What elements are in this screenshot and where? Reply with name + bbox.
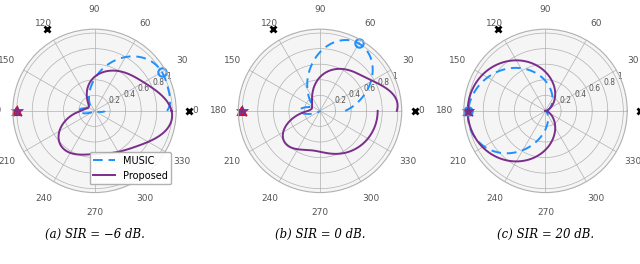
Proposed	[472, 82, 479, 85]
MUSIC	[543, 109, 550, 112]
MUSIC	[476, 83, 483, 87]
MUSIC	[464, 118, 472, 121]
Proposed	[73, 153, 81, 156]
MUSIC	[316, 109, 324, 112]
MUSIC	[91, 109, 99, 112]
Line: MUSIC: MUSIC	[468, 68, 552, 153]
Proposed	[168, 116, 176, 119]
Proposed	[168, 109, 175, 112]
MUSIC	[316, 109, 324, 112]
MUSIC	[91, 109, 99, 112]
Line: MUSIC: MUSIC	[300, 40, 372, 114]
Proposed	[134, 77, 141, 80]
Proposed	[308, 107, 316, 110]
Proposed	[83, 106, 91, 110]
MUSIC	[91, 109, 99, 112]
MUSIC	[159, 72, 166, 75]
MUSIC	[91, 109, 99, 112]
Proposed	[308, 104, 316, 107]
Proposed	[330, 152, 338, 155]
Proposed	[361, 76, 369, 79]
Proposed	[300, 148, 308, 151]
MUSIC	[101, 109, 109, 112]
Proposed	[541, 109, 549, 112]
MUSIC	[544, 121, 552, 124]
Line: MUSIC: MUSIC	[79, 56, 170, 113]
Proposed	[85, 105, 93, 109]
Proposed	[308, 106, 316, 109]
MUSIC	[316, 109, 324, 112]
Legend: MUSIC, Proposed: MUSIC, Proposed	[90, 152, 172, 185]
MUSIC	[308, 104, 316, 107]
Proposed	[550, 135, 557, 138]
MUSIC	[547, 105, 554, 109]
Line: Proposed: Proposed	[58, 70, 172, 155]
Proposed	[393, 109, 401, 112]
MUSIC	[341, 109, 349, 112]
MUSIC	[87, 107, 95, 110]
Proposed	[85, 106, 93, 109]
Proposed	[104, 152, 112, 155]
MUSIC	[369, 70, 376, 73]
MUSIC	[84, 107, 92, 110]
MUSIC	[355, 42, 362, 45]
MUSIC	[316, 109, 324, 112]
Proposed	[394, 103, 401, 106]
Proposed	[324, 152, 332, 155]
Line: Proposed: Proposed	[468, 60, 556, 161]
Title: (b) SIR = 0 dB.: (b) SIR = 0 dB.	[275, 228, 365, 241]
MUSIC	[527, 144, 535, 147]
MUSIC	[306, 105, 314, 109]
Proposed	[548, 140, 556, 143]
Proposed	[464, 109, 472, 112]
MUSIC	[541, 109, 549, 112]
MUSIC	[163, 109, 171, 112]
Proposed	[374, 109, 381, 112]
MUSIC	[152, 63, 159, 66]
Title: (c) SIR = 20 dB.: (c) SIR = 20 dB.	[497, 228, 594, 241]
Proposed	[99, 152, 107, 155]
MUSIC	[488, 73, 496, 76]
Proposed	[548, 105, 556, 108]
Proposed	[541, 109, 549, 112]
Proposed	[483, 69, 491, 72]
MUSIC	[544, 117, 552, 121]
Proposed	[521, 159, 529, 162]
Proposed	[168, 109, 175, 112]
Line: Proposed: Proposed	[283, 69, 397, 154]
Title: (a) SIR = −6 dB.: (a) SIR = −6 dB.	[45, 228, 145, 241]
